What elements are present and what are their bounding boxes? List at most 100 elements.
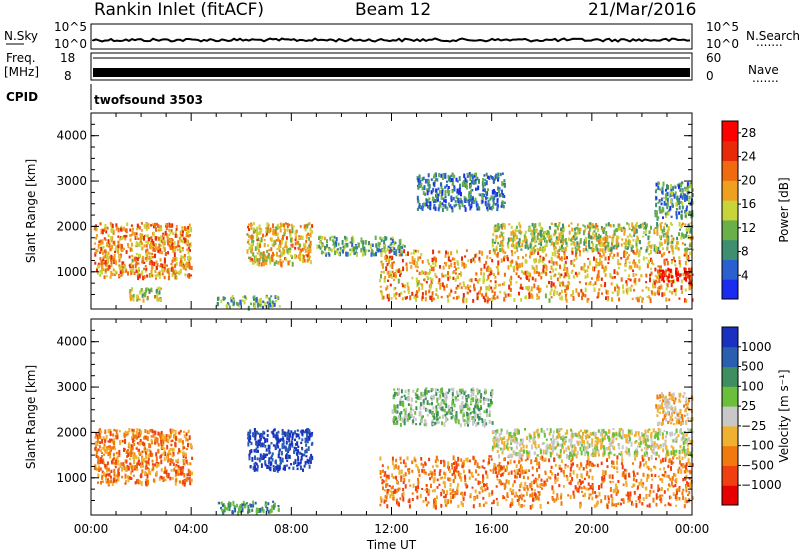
data-cell xyxy=(402,459,405,465)
data-cell xyxy=(421,488,424,490)
data-cell xyxy=(622,229,625,232)
data-cell xyxy=(264,438,267,443)
data-cell xyxy=(183,253,186,258)
data-cell xyxy=(613,229,616,234)
data-cell xyxy=(676,183,679,187)
data-cell xyxy=(144,465,147,471)
data-cell xyxy=(565,474,568,478)
data-cell xyxy=(449,177,452,183)
data-cell xyxy=(286,249,289,253)
data-cell xyxy=(510,231,513,236)
data-cell xyxy=(117,227,120,233)
data-cell xyxy=(386,504,389,509)
data-cell xyxy=(152,465,155,471)
data-cell xyxy=(266,434,269,437)
data-cell xyxy=(630,247,633,252)
data-cell xyxy=(453,262,456,266)
data-cell xyxy=(544,457,547,461)
data-cell xyxy=(308,464,311,469)
data-cell xyxy=(644,487,647,490)
data-cell xyxy=(559,284,562,287)
data-cell xyxy=(560,492,563,497)
data-cell xyxy=(562,232,565,236)
data-cell xyxy=(592,231,595,236)
data-cell xyxy=(654,210,657,214)
data-cell xyxy=(421,260,424,264)
data-cell xyxy=(284,465,286,471)
data-cell xyxy=(167,458,170,462)
data-cell xyxy=(403,284,406,289)
data-cell xyxy=(591,490,594,495)
data-cell xyxy=(595,494,598,499)
data-cell xyxy=(583,477,586,481)
data-cell xyxy=(661,206,664,210)
data-cell xyxy=(543,245,546,250)
data-cell xyxy=(687,223,690,228)
data-cell xyxy=(595,258,598,263)
data-cell xyxy=(115,260,117,265)
data-cell xyxy=(658,206,661,212)
data-cell xyxy=(684,214,687,218)
data-cell xyxy=(584,227,587,230)
data-cell xyxy=(502,232,505,235)
data-cell xyxy=(659,209,662,214)
data-cell xyxy=(667,276,670,279)
data-cell xyxy=(265,255,268,260)
data-cell xyxy=(596,276,598,281)
data-cell xyxy=(439,201,442,206)
data-cell xyxy=(181,228,184,231)
data-cell xyxy=(446,180,448,183)
data-cell xyxy=(160,468,163,472)
data-cell xyxy=(99,269,102,273)
data-cell xyxy=(114,466,117,469)
data-cell xyxy=(385,258,388,262)
data-cell xyxy=(435,257,437,263)
data-cell xyxy=(130,233,133,237)
freq-unit: [MHz] xyxy=(4,65,39,79)
data-cell xyxy=(188,223,191,227)
data-cell xyxy=(484,181,487,187)
data-cell xyxy=(548,298,551,303)
data-cell xyxy=(159,248,162,252)
data-cell xyxy=(657,274,660,278)
data-cell xyxy=(603,475,606,480)
data-cell xyxy=(453,469,455,475)
data-cell xyxy=(109,431,112,437)
data-cell xyxy=(638,481,641,486)
data-cell xyxy=(264,460,267,465)
data-cell xyxy=(360,240,363,244)
data-cell xyxy=(512,241,514,247)
data-cell xyxy=(276,223,279,229)
data-cell xyxy=(483,263,486,269)
data-cell xyxy=(435,464,438,467)
data-cell xyxy=(407,251,409,256)
data-cell xyxy=(629,491,632,497)
data-cell xyxy=(264,259,266,262)
data-cell xyxy=(666,184,668,189)
data-cell xyxy=(652,263,655,266)
data-cell xyxy=(150,259,153,263)
data-cell xyxy=(685,207,688,212)
data-cell xyxy=(272,505,275,510)
data-cell xyxy=(493,466,496,471)
data-cell xyxy=(259,438,262,441)
data-cell xyxy=(250,234,253,239)
data-cell xyxy=(612,224,615,228)
data-cell xyxy=(177,458,180,463)
data-cell xyxy=(452,180,455,185)
data-cell xyxy=(138,298,141,301)
data-cell xyxy=(183,482,186,487)
data-cell xyxy=(281,457,284,463)
data-cell xyxy=(270,237,273,243)
data-cell xyxy=(533,479,536,485)
data-cell xyxy=(423,469,426,474)
data-cell xyxy=(298,254,301,258)
data-cell xyxy=(641,502,644,506)
data-cell xyxy=(496,207,499,212)
data-cell xyxy=(510,502,513,506)
data-cell xyxy=(668,268,671,271)
data-cell xyxy=(273,239,276,243)
data-cell xyxy=(184,268,187,271)
data-cell xyxy=(527,246,530,250)
data-region xyxy=(654,267,694,286)
